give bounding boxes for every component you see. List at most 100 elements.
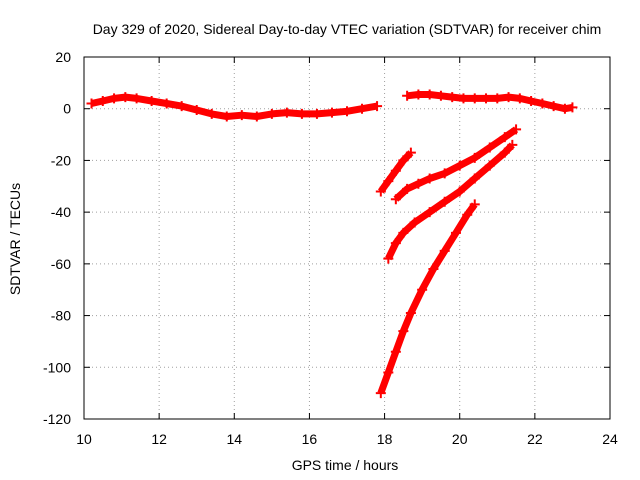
data-point [109, 93, 120, 104]
x-axis-title: GPS time / hours [292, 457, 399, 473]
data-point [417, 284, 428, 295]
data-point [383, 367, 394, 378]
data-point [469, 199, 480, 210]
data-point [326, 107, 337, 118]
y-tick-label: -100 [43, 359, 71, 375]
series-arc-4 [393, 126, 519, 202]
data-point [398, 227, 409, 238]
data-point [503, 92, 514, 103]
data-point [146, 95, 157, 106]
series-group [86, 89, 578, 399]
data-point [481, 93, 492, 104]
x-tick-label: 16 [302, 431, 318, 447]
data-point [131, 93, 142, 104]
data-point [161, 98, 172, 109]
data-point [492, 93, 503, 104]
data-point [413, 178, 424, 189]
data-point [507, 139, 518, 150]
data-point [511, 124, 522, 135]
data-point [402, 90, 413, 101]
data-point [383, 253, 394, 264]
data-point [390, 165, 401, 176]
data-point [484, 160, 495, 171]
data-point [296, 108, 307, 119]
data-point [424, 207, 435, 218]
data-point [236, 110, 247, 121]
data-point [424, 89, 435, 100]
data-point [559, 103, 570, 114]
data-point [454, 160, 465, 171]
y-tick-label: -60 [51, 256, 71, 272]
data-point [526, 95, 537, 106]
data-point [398, 326, 409, 337]
data-point [402, 183, 413, 194]
x-tick-label: 12 [151, 431, 167, 447]
data-point [383, 176, 394, 187]
data-point [439, 196, 450, 207]
data-point [469, 93, 480, 104]
data-point [405, 307, 416, 318]
x-tick-label: 20 [452, 431, 468, 447]
y-tick-label: -80 [51, 308, 71, 324]
data-point [176, 101, 187, 112]
x-tick-label: 10 [76, 431, 92, 447]
data-point [390, 346, 401, 357]
data-point [375, 388, 386, 399]
tick-labels: 10 12 14 16 18 20 22 24 20 0 -20 -40 -60 -80 -100 -120 [43, 49, 618, 447]
data-point [390, 194, 401, 205]
data-point [458, 93, 469, 104]
data-point [409, 217, 420, 228]
data-point [405, 147, 416, 158]
chart-title: Day 329 of 2020, Sidereal Day-to-day VTE… [93, 21, 602, 37]
data-point [398, 155, 409, 166]
data-point [86, 98, 97, 109]
data-point [447, 92, 458, 103]
data-point [499, 147, 510, 158]
x-tick-label: 22 [527, 431, 543, 447]
data-point [469, 173, 480, 184]
data-point [484, 142, 495, 153]
data-point [413, 89, 424, 100]
x-tick-label: 24 [602, 431, 618, 447]
data-point [439, 245, 450, 256]
data-point [435, 90, 446, 101]
data-point [548, 101, 559, 112]
data-point [97, 95, 108, 106]
data-point [469, 152, 480, 163]
data-point [537, 98, 548, 109]
data-point [281, 107, 292, 118]
data-point [372, 101, 383, 112]
y-tick-label: 0 [63, 101, 71, 117]
x-tick-label: 14 [226, 431, 242, 447]
data-point [311, 108, 322, 119]
data-point [266, 108, 277, 119]
plot-frame [83, 56, 611, 420]
y-tick-label: -20 [51, 152, 71, 168]
data-point [567, 102, 578, 113]
data-point [221, 111, 232, 122]
data-point [251, 111, 262, 122]
x-tick-label: 18 [377, 431, 393, 447]
data-point [342, 106, 352, 117]
ticks [83, 56, 611, 420]
data-point [120, 92, 131, 103]
data-point [424, 173, 435, 184]
y-tick-label: 20 [55, 49, 71, 65]
data-point [454, 186, 465, 197]
data-point [390, 238, 401, 249]
data-point [428, 264, 439, 275]
data-point [439, 168, 450, 179]
data-point [206, 108, 217, 119]
data-point [514, 93, 525, 104]
data-point [462, 209, 473, 220]
data-point [191, 105, 202, 116]
data-point [357, 103, 368, 114]
data-point [375, 186, 386, 197]
data-point [499, 132, 510, 143]
data-point [450, 227, 461, 238]
y-axis-title: SDTVAR / TECUs [7, 183, 23, 295]
series-arc-2 [406, 91, 573, 113]
y-tick-label: -40 [51, 204, 71, 220]
y-tick-label: -120 [43, 411, 71, 427]
